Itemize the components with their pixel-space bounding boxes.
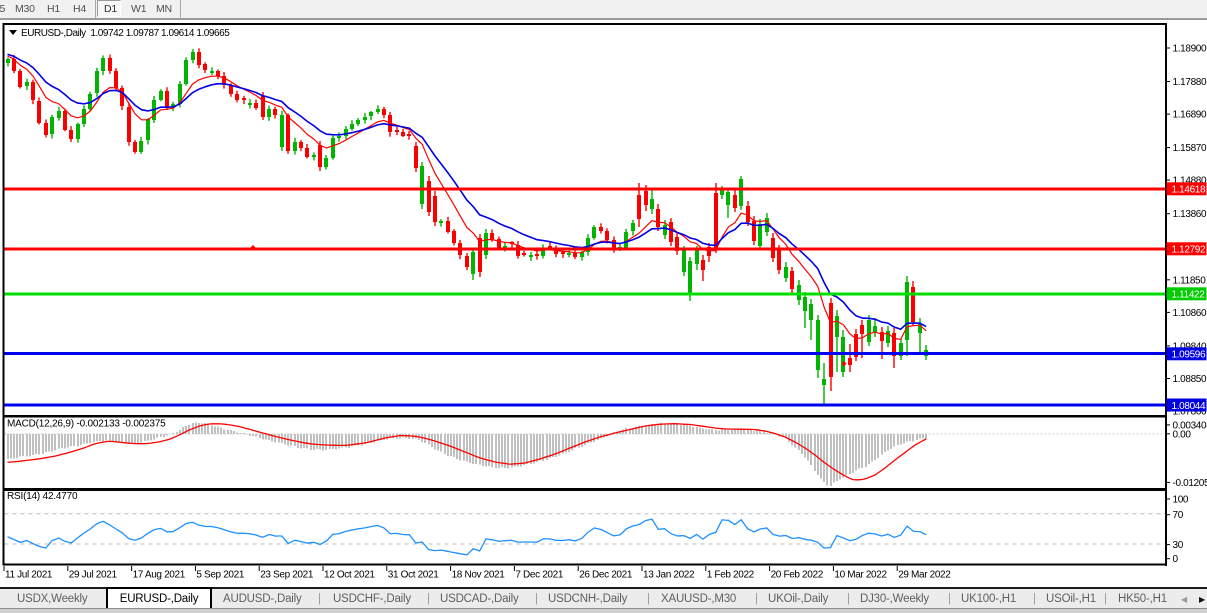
svg-text:31 Oct 2021: 31 Oct 2021 — [388, 570, 439, 581]
svg-text:RSI(14) 42.4770: RSI(14) 42.4770 — [7, 491, 78, 502]
svg-text:1 Feb 2022: 1 Feb 2022 — [707, 570, 755, 581]
svg-text:17 Aug 2021: 17 Aug 2021 — [133, 570, 186, 581]
svg-text:26 Dec 2021: 26 Dec 2021 — [579, 570, 633, 581]
svg-text:1.14618: 1.14618 — [1172, 185, 1206, 196]
svg-text:1.13860: 1.13860 — [1173, 209, 1207, 220]
svg-text:20 Feb 2022: 20 Feb 2022 — [771, 570, 824, 581]
svg-text:0.00: 0.00 — [1173, 429, 1192, 440]
svg-text:70: 70 — [1173, 510, 1184, 521]
svg-text:1.09840: 1.09840 — [1173, 341, 1207, 352]
svg-text:0.003408: 0.003408 — [1173, 420, 1207, 431]
svg-text:7 Dec 2021: 7 Dec 2021 — [515, 570, 563, 581]
svg-text:-0.012058: -0.012058 — [1173, 478, 1207, 489]
svg-text:23 Sep 2021: 23 Sep 2021 — [260, 570, 314, 581]
svg-text:1.08044: 1.08044 — [1172, 401, 1206, 412]
svg-text:0: 0 — [1173, 554, 1179, 565]
svg-text:29 Jul 2021: 29 Jul 2021 — [69, 570, 118, 581]
svg-text:18 Nov 2021: 18 Nov 2021 — [452, 570, 506, 581]
svg-text:11 Jul 2021: 11 Jul 2021 — [5, 570, 53, 581]
svg-text:13 Jan 2022: 13 Jan 2022 — [643, 570, 695, 581]
svg-text:30: 30 — [1173, 540, 1184, 551]
svg-text:MACD(12,26,9) -0.002133 -0.002: MACD(12,26,9) -0.002133 -0.002375 — [7, 419, 166, 430]
svg-text:1.09596: 1.09596 — [1172, 350, 1206, 361]
svg-text:1.07860: 1.07860 — [1173, 407, 1207, 418]
svg-text:EURUSD-,Daily 1.09742 1.09787: EURUSD-,Daily 1.09742 1.09787 1.09614 1.… — [21, 28, 230, 39]
svg-text:1.17880: 1.17880 — [1173, 77, 1207, 88]
svg-text:10 Mar 2022: 10 Mar 2022 — [834, 570, 887, 581]
svg-text:1.15870: 1.15870 — [1173, 143, 1207, 154]
svg-text:1.08850: 1.08850 — [1173, 374, 1207, 385]
svg-text:1.18900: 1.18900 — [1173, 44, 1207, 55]
svg-text:1.12792: 1.12792 — [1172, 245, 1206, 256]
svg-text:1.10860: 1.10860 — [1173, 308, 1207, 319]
svg-text:1.11422: 1.11422 — [1172, 290, 1206, 301]
svg-text:1.11850: 1.11850 — [1173, 275, 1207, 286]
svg-text:1.14880: 1.14880 — [1173, 176, 1207, 187]
svg-text:1.16890: 1.16890 — [1173, 110, 1207, 121]
svg-text:12 Oct 2021: 12 Oct 2021 — [324, 570, 375, 581]
svg-text:5 Sep 2021: 5 Sep 2021 — [196, 570, 244, 581]
svg-text:29 Mar 2022: 29 Mar 2022 — [898, 570, 951, 581]
svg-text:100: 100 — [1173, 495, 1189, 506]
